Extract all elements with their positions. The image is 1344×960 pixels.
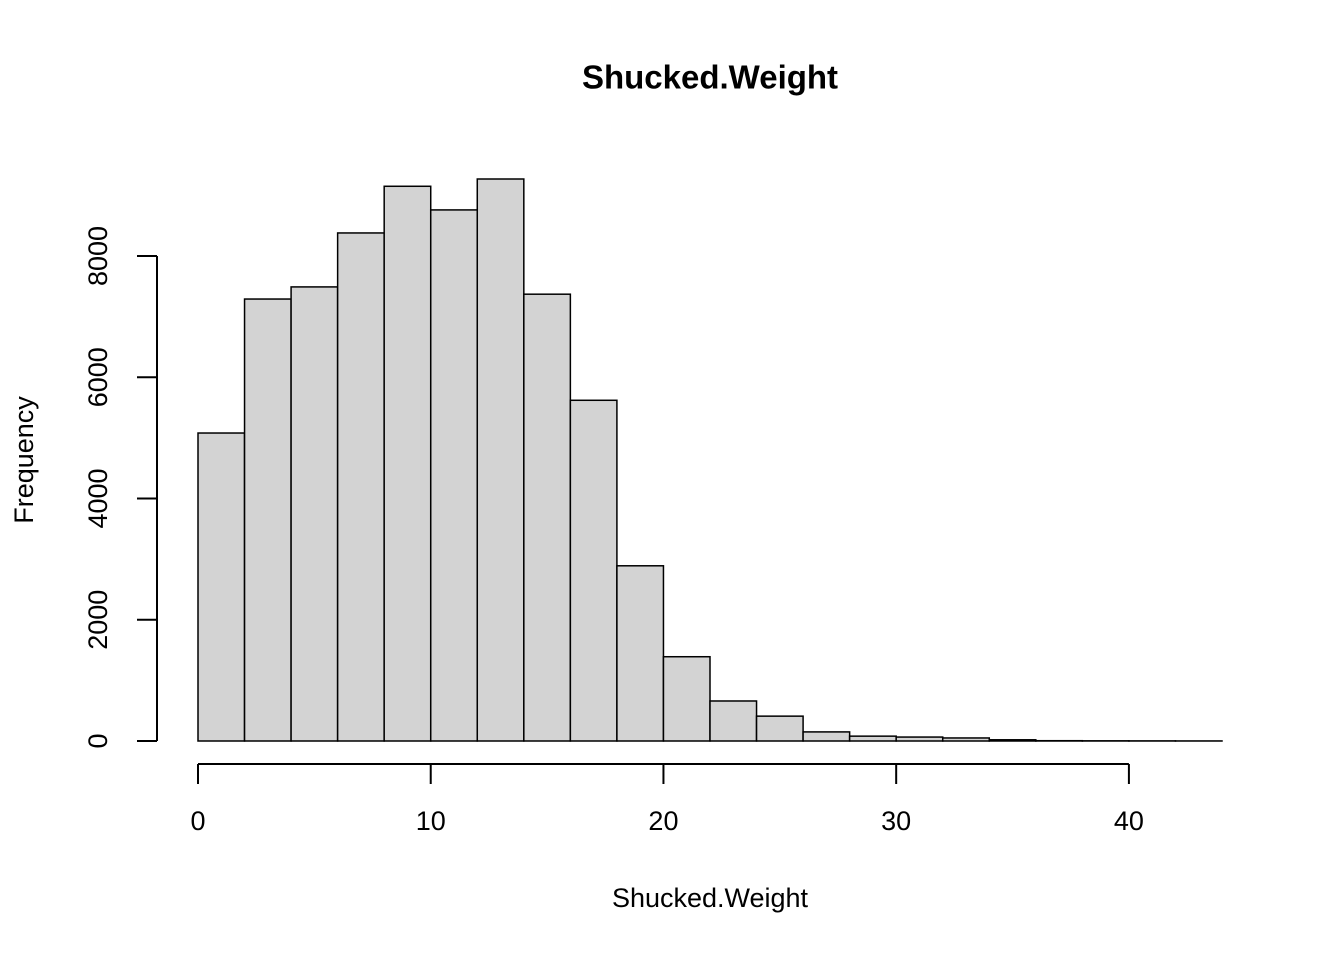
y-tick-label: 8000 [83, 226, 113, 286]
chart-title: Shucked.Weight [582, 59, 838, 96]
bar [802, 731, 851, 742]
bar [895, 736, 944, 742]
y-axis-label: Frequency [9, 396, 39, 524]
y-tick-label: 4000 [83, 468, 113, 528]
bar [197, 432, 246, 742]
bar [523, 293, 572, 742]
bar [336, 232, 385, 742]
x-tick-label: 30 [881, 806, 911, 836]
bar [290, 286, 339, 742]
bar [848, 735, 897, 742]
x-axis-label: Shucked.Weight [612, 883, 809, 913]
x-tick-label: 40 [1114, 806, 1144, 836]
bar [243, 298, 292, 742]
y-tick-label: 6000 [83, 347, 113, 407]
bar [988, 739, 1037, 742]
bar [429, 209, 479, 742]
bar [755, 715, 804, 742]
x-tick-label: 20 [648, 806, 678, 836]
bar [476, 178, 525, 742]
y-tick-label: 2000 [83, 590, 113, 650]
bar [709, 700, 758, 742]
x-tick-label: 10 [416, 806, 446, 836]
bar [941, 737, 991, 742]
x-tick-label: 0 [190, 806, 205, 836]
bar [383, 185, 432, 742]
bar [662, 655, 711, 742]
bar [616, 565, 665, 742]
y-tick-label: 0 [83, 733, 113, 748]
bar [569, 399, 618, 742]
